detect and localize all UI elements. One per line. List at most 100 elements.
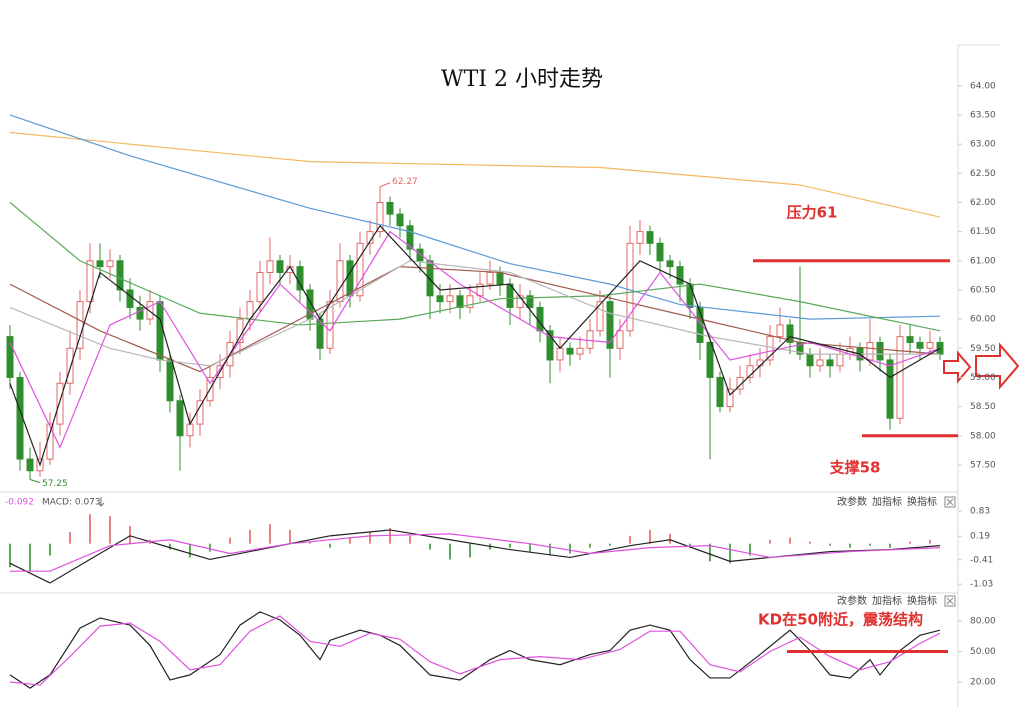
candle-body xyxy=(106,260,114,268)
candle-body xyxy=(616,330,624,349)
close-button[interactable] xyxy=(944,496,956,508)
candle-body xyxy=(886,359,894,419)
candle-body xyxy=(336,260,344,303)
candle-body xyxy=(656,242,664,262)
candle-body xyxy=(606,301,614,349)
indicator-button[interactable]: 加指标 xyxy=(872,594,902,607)
y-tick-label: -1.03 xyxy=(970,580,993,590)
y-tick-label: 59.00 xyxy=(970,373,996,383)
candle-body xyxy=(766,336,774,361)
candle-body xyxy=(876,341,884,361)
candle-body xyxy=(696,306,704,343)
candle-body xyxy=(416,248,424,262)
candle-body xyxy=(196,400,204,425)
macd-icon xyxy=(97,497,105,507)
candle-body xyxy=(186,423,194,437)
reference-label: KD在50附近，震荡结构 xyxy=(758,611,923,629)
macd-header: MACD: 0.073 xyxy=(42,498,101,508)
max-label: 62.27 xyxy=(392,177,418,187)
candle-body xyxy=(686,283,694,308)
candle-body xyxy=(676,266,684,285)
candle-body xyxy=(826,359,834,367)
close-box xyxy=(944,595,956,607)
candle-body xyxy=(836,353,844,367)
y-tick-label: 80.00 xyxy=(970,617,996,627)
frame xyxy=(0,44,1000,707)
indicator-button[interactable]: 加指标 xyxy=(872,495,902,508)
candle-body xyxy=(406,225,414,250)
reference-label: 压力61 xyxy=(787,204,838,222)
candle-body xyxy=(56,382,64,425)
y-tick-label: 63.00 xyxy=(970,140,996,150)
candle-body xyxy=(376,201,384,233)
candle-body xyxy=(86,260,94,303)
candle-body xyxy=(556,347,564,361)
y-tick-label: 62.50 xyxy=(970,169,996,179)
reference-label: 支撑58 xyxy=(829,459,881,477)
indicator-line xyxy=(10,533,941,572)
y-tick-label: -0.41 xyxy=(970,555,993,565)
candle-body xyxy=(816,359,824,367)
candle-body xyxy=(146,301,154,320)
candle-body xyxy=(26,458,34,472)
indicator-line xyxy=(9,260,940,367)
y-tick-label: 59.50 xyxy=(970,344,996,354)
candle-body xyxy=(276,260,284,273)
close-x xyxy=(946,498,954,506)
y-tick-label: 57.50 xyxy=(970,460,996,470)
candle-body xyxy=(486,271,494,285)
candle-body xyxy=(586,330,594,349)
y-tick-label: 62.00 xyxy=(970,198,996,208)
candle-body xyxy=(266,260,274,273)
candle-body xyxy=(6,336,14,378)
y-tick-label: 0.19 xyxy=(970,532,990,542)
close-box xyxy=(944,496,956,508)
candle-body xyxy=(866,341,874,361)
y-tick-label: 60.00 xyxy=(970,315,996,325)
candle-body xyxy=(576,347,584,355)
candle-body xyxy=(386,201,394,215)
indicator-button[interactable]: 改参数 xyxy=(837,594,867,607)
candle-body xyxy=(596,301,604,332)
candle-body xyxy=(906,336,914,343)
indicator-line xyxy=(9,114,941,320)
candle-body xyxy=(546,330,554,361)
candle-body xyxy=(776,324,784,338)
candle-body xyxy=(706,341,714,378)
candle-body xyxy=(926,341,934,349)
candle-body xyxy=(716,376,724,408)
candle-body xyxy=(76,301,84,349)
close-x xyxy=(946,597,954,605)
indicator-line xyxy=(9,230,941,449)
indicator-line xyxy=(9,266,941,373)
candle-body xyxy=(526,295,534,308)
y-tick-label: 61.50 xyxy=(970,227,996,237)
candle-body xyxy=(116,260,124,291)
candle-body xyxy=(426,260,434,297)
candle-body xyxy=(466,295,474,308)
y-tick-label: 0.83 xyxy=(970,507,990,517)
candle-body xyxy=(756,359,764,367)
candle-body xyxy=(646,231,654,244)
candle-body xyxy=(446,295,454,303)
candle-body xyxy=(156,301,164,361)
max-pointer xyxy=(379,182,391,188)
indicator-button[interactable]: 改参数 xyxy=(837,495,867,508)
close-button[interactable] xyxy=(944,595,956,607)
candle-body xyxy=(126,289,134,308)
y-tick-label: 50.00 xyxy=(970,647,996,657)
candle-body xyxy=(566,347,574,355)
indicator-line xyxy=(9,224,941,467)
candle-body xyxy=(166,359,174,402)
min-pointer xyxy=(29,479,41,483)
y-tick-label: 64.00 xyxy=(970,81,996,91)
candle-body xyxy=(786,324,794,343)
macd-header: -0.092 xyxy=(5,498,34,508)
indicator-button[interactable]: 换指标 xyxy=(907,495,937,508)
indicator-button[interactable]: 换指标 xyxy=(907,594,937,607)
min-label: 57.25 xyxy=(42,479,68,489)
candle-body xyxy=(16,376,24,460)
candle-body xyxy=(176,400,184,437)
y-tick-label: 20.00 xyxy=(970,678,996,688)
